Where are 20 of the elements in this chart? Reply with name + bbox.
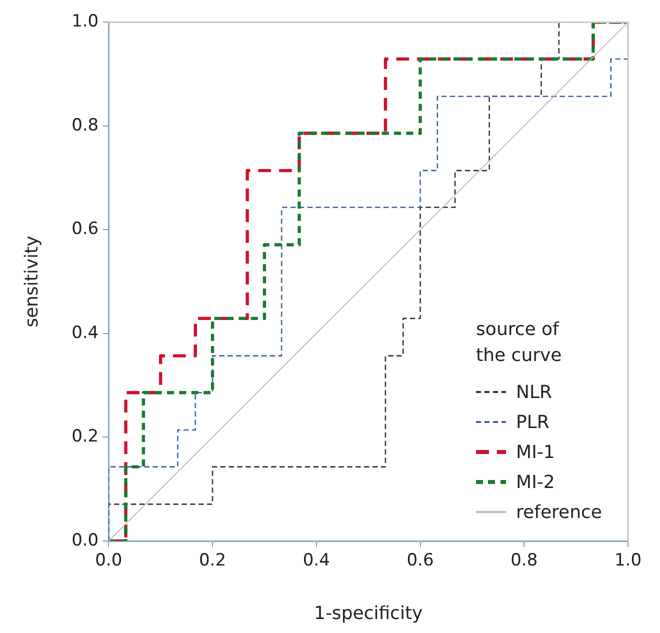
x-tick-label: 0.8 [510, 550, 538, 571]
y-tick-label: 0.8 [72, 115, 99, 136]
legend-label: PLR [516, 412, 550, 432]
y-tick-label: 0.4 [72, 322, 99, 343]
legend-label: MI-2 [516, 472, 555, 492]
y-tick-label: 0.0 [72, 530, 99, 550]
x-tick-label: 0.4 [302, 550, 330, 571]
legend-label: MI-1 [516, 442, 555, 462]
legend-title: source of the curve [476, 318, 563, 368]
legend-label: reference [516, 502, 602, 522]
x-tick-label: 1.0 [614, 550, 642, 571]
x-axis-title: 1-specificity [314, 602, 423, 624]
y-axis-title: sensitivity [21, 235, 42, 328]
y-tick-label: 0.6 [72, 219, 99, 240]
x-tick-label: 0.2 [198, 550, 226, 571]
y-tick-label: 1.0 [72, 12, 99, 32]
legend-label: NLR [516, 382, 552, 402]
x-tick-label: 0.6 [406, 550, 434, 571]
y-tick-label: 0.2 [72, 426, 99, 447]
x-tick-label: 0.0 [95, 550, 122, 571]
